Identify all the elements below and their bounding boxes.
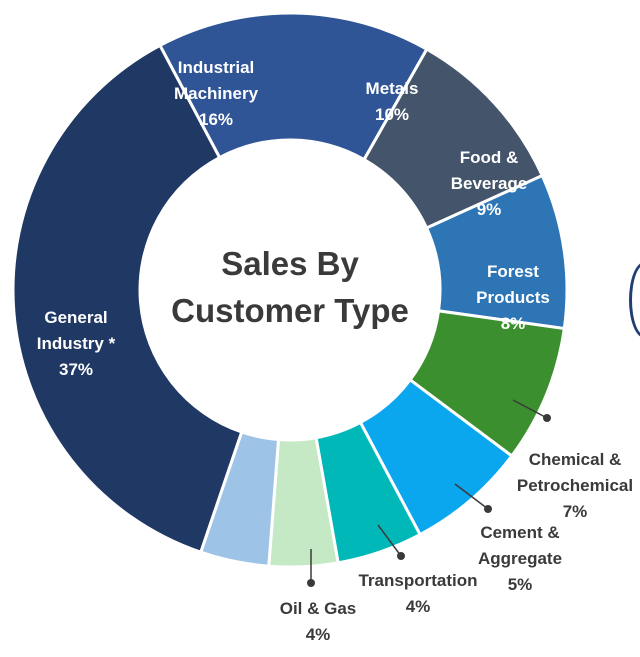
leader-dot-chemical-petrochemical: [543, 414, 551, 422]
leader-dot-oil-gas: [307, 579, 315, 587]
slices: [11, 11, 569, 569]
slice-label-cement-aggregate: Aggregate: [478, 549, 562, 568]
slice-label-transportation: Transportation: [358, 571, 477, 590]
slice-label-industrial-machinery: Industrial: [178, 58, 255, 77]
slice-percent-transportation: 4%: [406, 597, 431, 616]
slice-percent-cement-aggregate: 5%: [508, 575, 533, 594]
slice-industrial-machinery: [157, 11, 429, 162]
leader-line-transportation: [377, 524, 402, 557]
slice-general-industry: [11, 43, 244, 555]
slice-label-general-industry: General: [44, 308, 107, 327]
slice-labels: Industrial Machinery 16% Metals 10% Food & Bev…: [37, 58, 633, 644]
slice-label-chemical-petrochemical: Petrochemical: [517, 476, 633, 495]
chart-title: Customer Type: [171, 292, 409, 329]
slice-percent-forest-products: 8%: [501, 314, 526, 333]
slice-percent-industrial-machinery: 16%: [199, 110, 233, 129]
slice-label-food-beverage: Food &: [460, 148, 519, 167]
slice-label-food-beverage: Beverage: [451, 174, 528, 193]
slice-percent-chemical-petrochemical: 7%: [563, 502, 588, 521]
leader-dot-cement-aggregate: [484, 505, 492, 513]
slice-label-cement-aggregate: Cement &: [480, 523, 559, 542]
slice-percent-general-industry: 37%: [59, 360, 93, 379]
slice-label-metals: Metals: [366, 79, 419, 98]
slice-label-general-industry: Industry *: [37, 334, 116, 353]
leader-line-cement-aggregate: [454, 483, 489, 510]
leader-line-chemical-petrochemical: [512, 399, 548, 419]
chart-title: Sales By: [221, 245, 359, 282]
slice-label-forest-products: Products: [476, 288, 550, 307]
leader-dot-transportation: [397, 552, 405, 560]
slice-label-industrial-machinery: Machinery: [174, 84, 259, 103]
slice-percent-metals: 10%: [375, 105, 409, 124]
slice-label-oil-gas: Oil & Gas: [280, 599, 357, 618]
slice-label-forest-products: Forest: [487, 262, 539, 281]
slice-percent-oil-gas: 4%: [306, 625, 331, 644]
slice-label-chemical-petrochemical: Chemical &: [529, 450, 622, 469]
slice-percent-food-beverage: 9%: [477, 200, 502, 219]
